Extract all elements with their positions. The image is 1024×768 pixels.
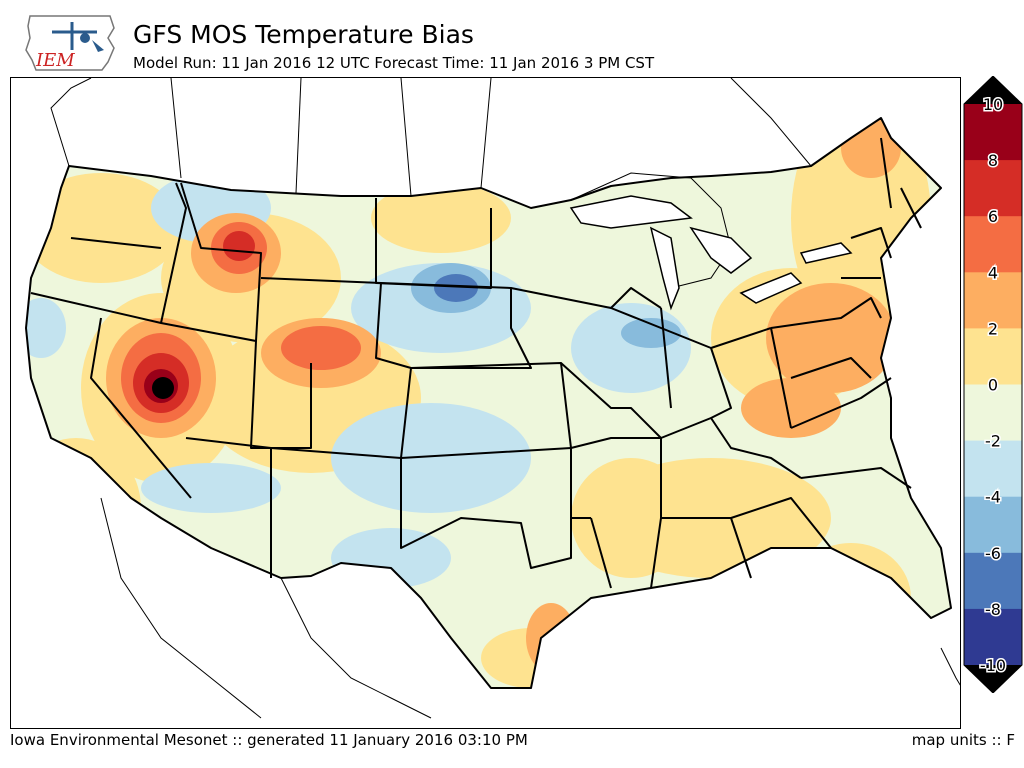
colorbar-segment: [964, 440, 1022, 498]
colorbar: 10 8 6 4 2 0 -2 -4 -6 -8 -10: [962, 75, 1024, 694]
colorbar-tick-label: 2: [988, 319, 998, 338]
colorbar-segment: [964, 104, 1022, 161]
colorbar-tick-label: -6: [985, 544, 1001, 563]
country-outlines: [50, 78, 960, 719]
colorbar-tick-label: 4: [988, 263, 998, 282]
colorbar-segment: [964, 160, 1022, 217]
colorbar-tick-label: -8: [985, 600, 1001, 619]
footer-credit: Iowa Environmental Mesonet :: generated …: [10, 731, 528, 749]
colorbar-tick-label: 10: [983, 95, 1003, 114]
page-subtitle: Model Run: 11 Jan 2016 12 UTC Forecast T…: [133, 54, 655, 72]
colorbar-tick-label: -2: [985, 432, 1001, 451]
bias-map: [10, 77, 961, 729]
page-title: GFS MOS Temperature Bias: [133, 20, 474, 49]
colorbar-over-triangle: [964, 76, 1022, 104]
iem-logo-text: IEM: [35, 50, 75, 71]
colorbar-tick-label: 0: [988, 376, 998, 395]
colorbar-under-triangle: [964, 665, 1022, 693]
colorbar-segment: [964, 216, 1022, 273]
state-boundaries: [25, 117, 952, 689]
colorbar-tick-label: -4: [985, 488, 1001, 507]
colorbar-segment: [964, 384, 1022, 442]
colorbar-tick-label: 6: [988, 207, 998, 226]
colorbar-tick-label: -10: [980, 656, 1006, 675]
colorbar-segment: [964, 272, 1022, 329]
footer-units: map units :: F: [911, 731, 1015, 749]
colorbar-outline: [963, 75, 1023, 694]
colorbar-segment: [964, 328, 1022, 385]
colorbar-segment: [964, 552, 1022, 610]
bias-fill: [26, 118, 951, 688]
iem-logo: IEM: [22, 10, 122, 76]
colorbar-tick-label: 8: [988, 151, 998, 170]
colorbar-segment: [964, 496, 1022, 554]
great-lakes: [569, 195, 853, 311]
colorbar-segment: [964, 608, 1022, 666]
